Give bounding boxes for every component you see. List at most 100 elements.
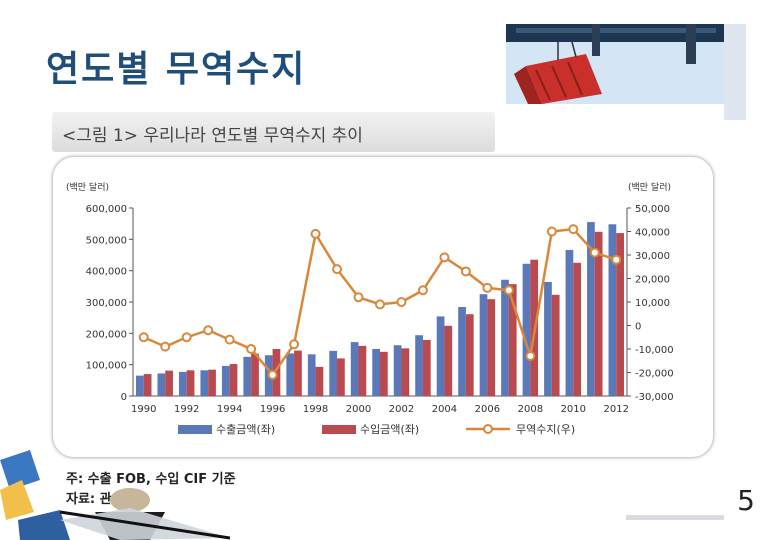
trade-balance-point [482,282,493,293]
legend-label-export: 수출금액(좌) [216,423,275,436]
right-tick-label: 30,000 [635,251,670,262]
trade-balance-point [546,226,557,237]
import-bar [487,299,496,396]
left-tick-label: 400,000 [86,267,127,278]
import-bar [465,314,474,396]
trade-balance-point [525,351,536,362]
trade-balance-point [568,224,579,235]
trade-balance-point [439,252,450,263]
export-bar [221,365,230,396]
import-bar [508,284,517,396]
container-crane-photo [506,24,746,104]
import-bar [444,325,453,396]
left-tick-label: 200,000 [86,329,127,340]
import-bar [229,364,238,396]
x-tick-label: 1992 [174,404,199,415]
import-bar [422,339,431,396]
left-tick-label: 100,000 [86,361,127,372]
export-bar [501,279,509,396]
right-tick-label: 0 [635,322,641,333]
export-bar [587,222,595,396]
export-bar [286,353,295,396]
export-bar [372,349,380,396]
export-bar [350,342,359,396]
export-bar [178,371,187,396]
export-bar [522,263,531,396]
trade-balance-point [396,297,407,307]
x-tick-label: 2004 [432,404,457,415]
x-tick-label: 2002 [389,404,414,415]
export-bar [458,307,466,396]
export-bar [415,335,423,396]
trade-balance-point [160,341,171,352]
import-bar [251,353,259,396]
figure-heading-box: <그림 1> 우리나라 연도별 무역수지 추이 [52,112,495,152]
left-tick-label: 0 [121,392,127,403]
import-bar [401,348,410,396]
import-bar [315,366,324,396]
export-bar [200,370,209,396]
legend-marker-balance [483,424,493,434]
legend-swatch-export [178,425,212,434]
export-bar [243,356,252,396]
legend-label-balance: 무역수지(우) [516,423,575,436]
trade-balance-point [460,266,471,277]
trade-balance-point [224,334,235,345]
import-bar [358,345,367,396]
trade-balance-point [181,332,192,343]
trade-balance-point [417,285,428,296]
export-bar [329,350,338,396]
import-bar [380,351,388,396]
trade-balance-point [289,339,300,350]
import-bar [337,358,345,396]
x-tick-label: 1998 [303,404,328,415]
presenter-illustration [0,450,230,540]
slide-title: 연도별 무역수지 [46,49,307,90]
right-tick-label: 50,000 [635,204,670,215]
x-tick-label: 2012 [604,404,629,415]
right-axis-unit: (백만 달러) [628,181,671,193]
trade-balance-point [138,332,149,343]
corner-tab [626,515,724,520]
x-tick-label: 1994 [217,404,242,415]
left-tick-label: 500,000 [86,235,127,246]
import-bar [165,370,173,396]
export-bar [307,354,316,396]
page-number: 5 [737,484,755,517]
trade-balance-point [267,369,278,380]
trade-balance-point [203,325,214,336]
export-bar [544,281,552,396]
legend-swatch-import [322,425,356,434]
x-tick-label: 2008 [518,404,543,415]
export-bar [393,345,402,396]
export-bar [136,375,144,396]
right-tick-label: 10,000 [635,298,670,309]
trade-balance-point [611,254,622,265]
x-tick-label: 2010 [561,404,586,415]
right-tick-label: 20,000 [635,275,670,286]
import-bar [616,233,624,396]
right-tick-label: -30,000 [635,392,674,403]
trade-balance-point [246,344,257,354]
chart-note: 주: 수출 FOB, 수입 CIF 기준 [66,472,236,487]
x-tick-label: 1990 [131,404,156,415]
import-bar [551,294,560,396]
x-tick-label: 2006 [475,404,500,415]
trade-balance-point [375,299,385,310]
export-bar [608,224,617,396]
import-bar [573,262,582,396]
import-bar [186,370,195,396]
right-tick-label: 40,000 [635,228,670,239]
left-tick-label: 300,000 [86,298,127,309]
x-tick-label: 2000 [346,404,371,415]
trade-balance-point [589,247,600,258]
import-bar [208,369,216,396]
export-bar [436,316,445,396]
import-bar [143,374,152,396]
import-bar [594,231,603,396]
legend-label-import: 수입금액(좌) [360,423,419,436]
left-tick-label: 600,000 [86,204,127,215]
right-tick-label: -10,000 [635,345,674,356]
figure-heading: <그림 1> 우리나라 연도별 무역수지 추이 [62,126,363,146]
